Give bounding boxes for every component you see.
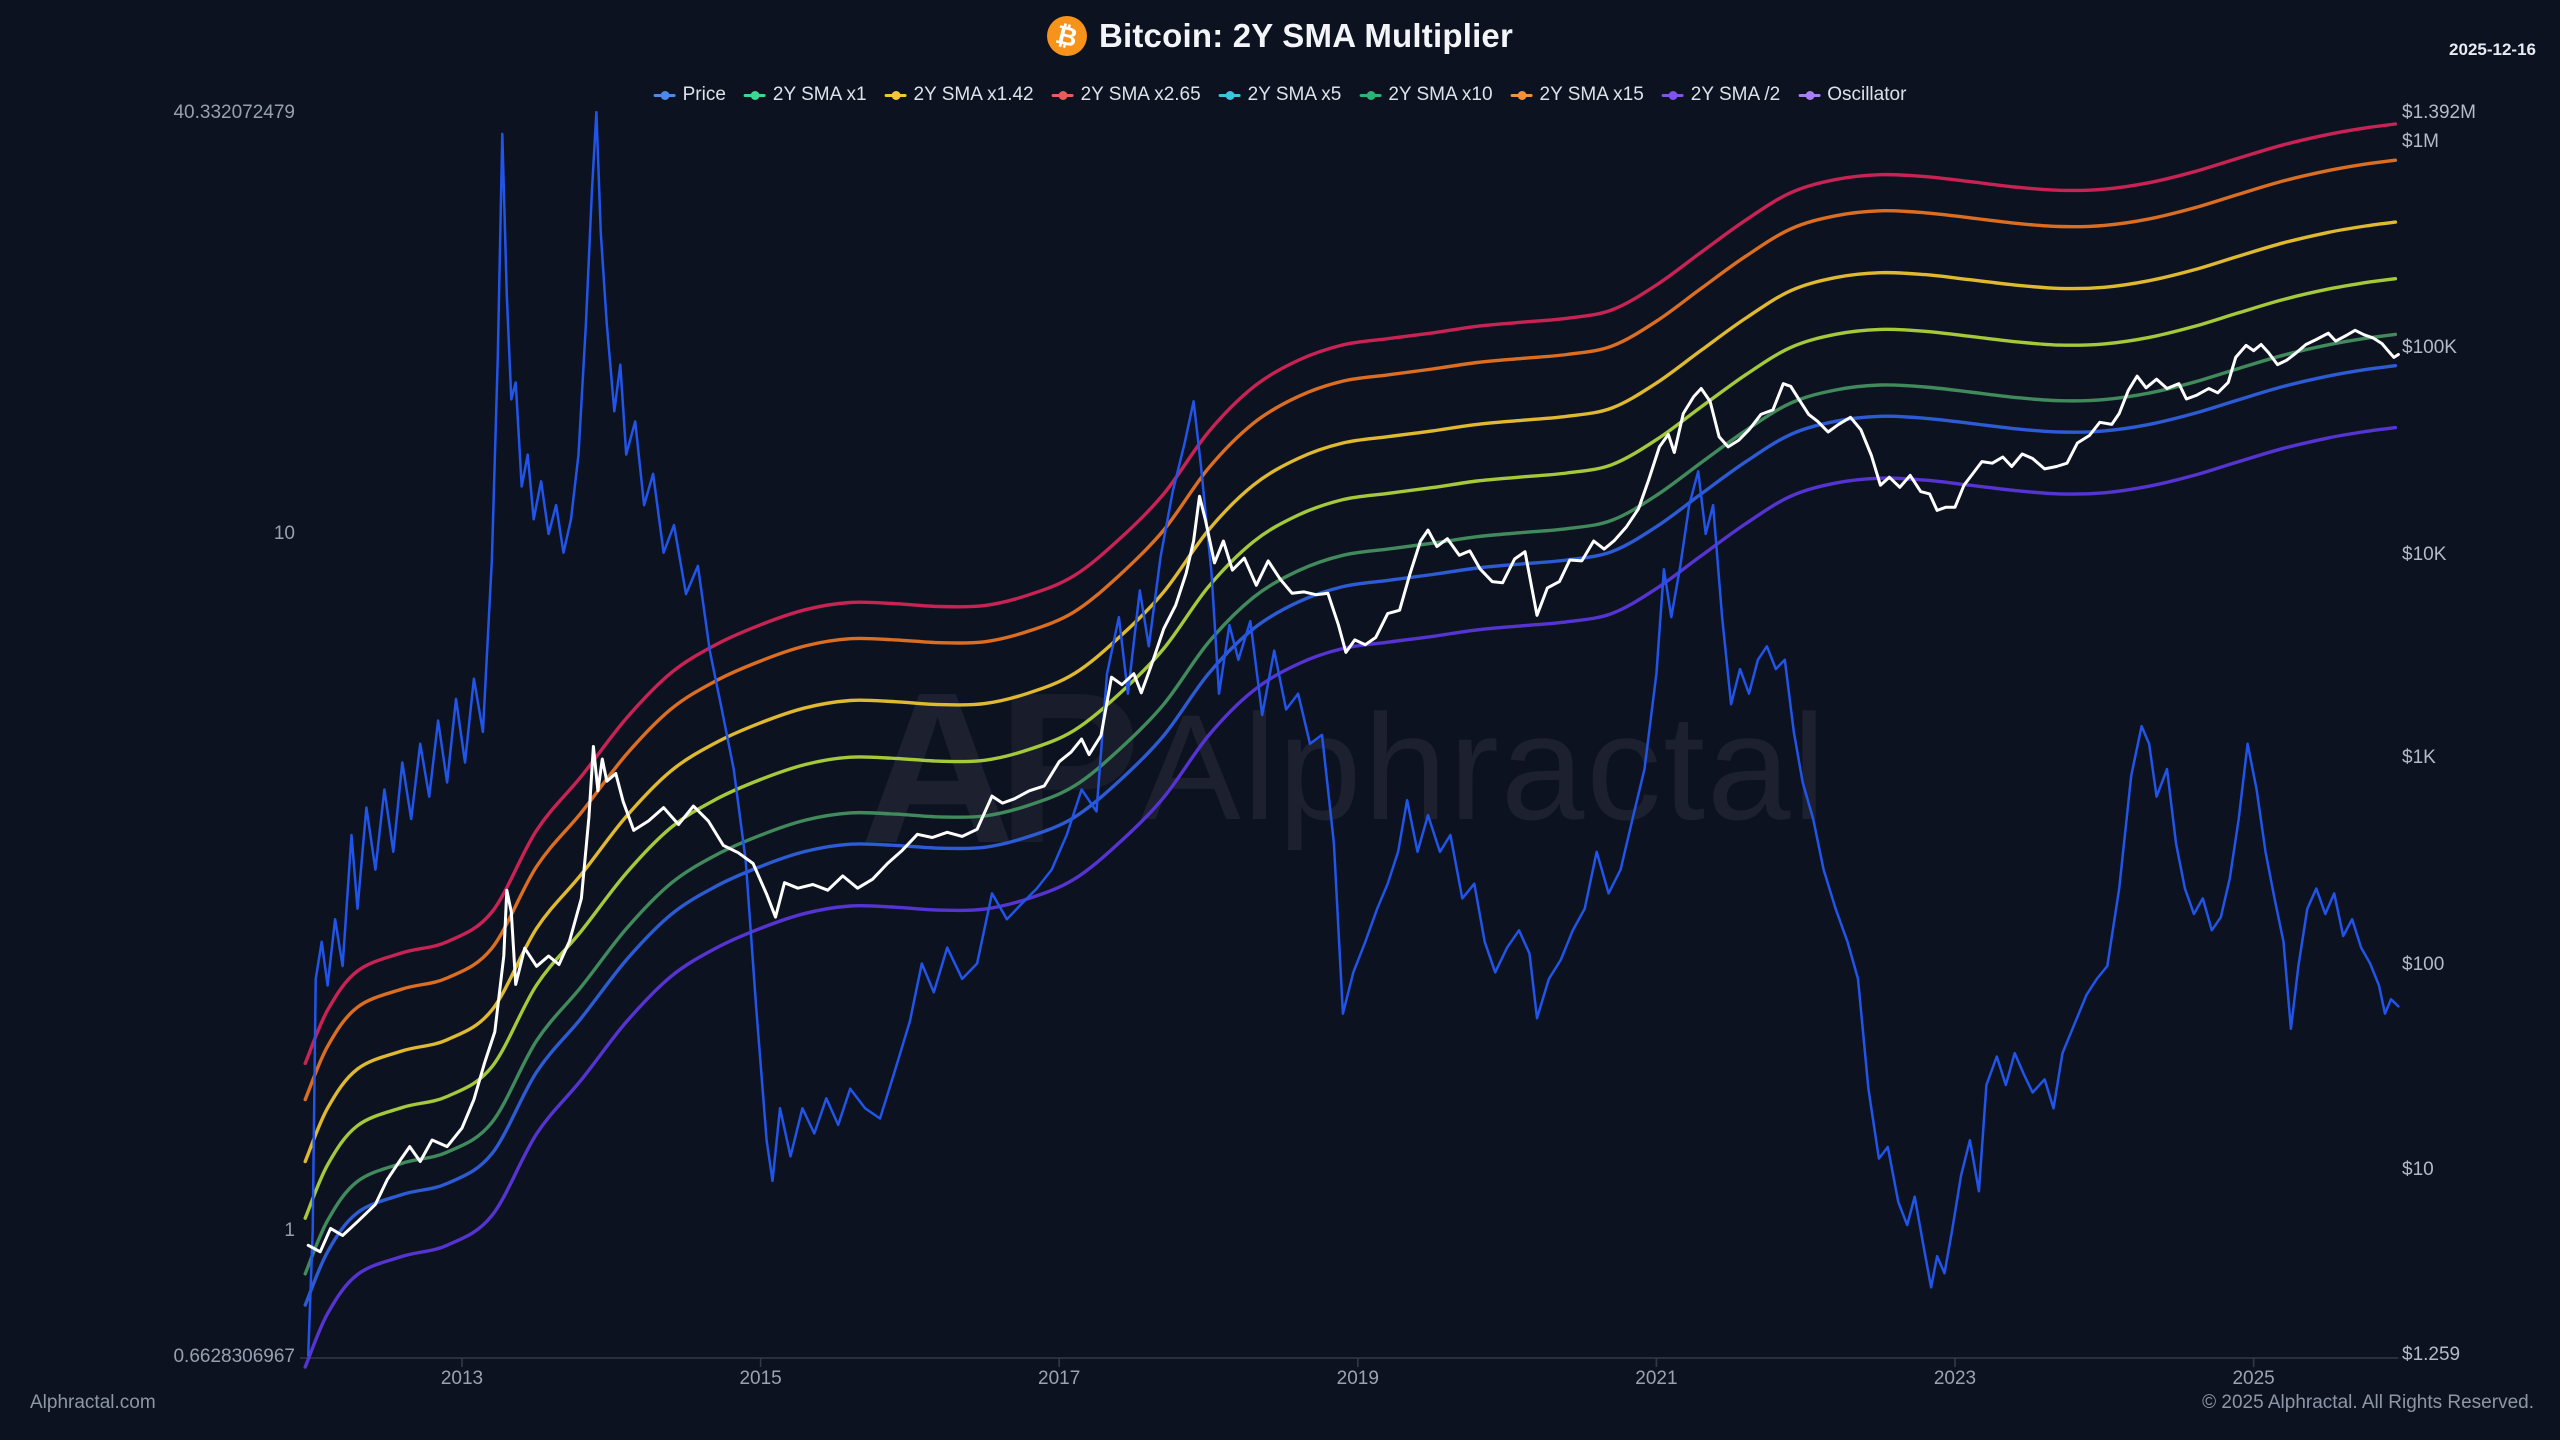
footer-site-link[interactable]: Alphractal.com — [30, 1392, 156, 1413]
series-2y-sma-x1 — [303, 364, 2398, 1307]
legend-marker-icon — [884, 90, 907, 100]
series-2y-sma-x15 — [303, 122, 2398, 1066]
series-2y-sma-2 — [303, 425, 2398, 1369]
left-axis-label: 1 — [284, 1220, 295, 1241]
right-axis-label: $10K — [2402, 544, 2447, 565]
legend-marker-icon — [1359, 90, 1382, 100]
legend: Price 2Y SMA x1 2Y SMA x1.42 2Y SMA x2.65 2Y… — [653, 84, 1906, 106]
legend-item-price[interactable]: Price — [653, 84, 726, 106]
left-axis-label: 10 — [273, 523, 295, 544]
legend-marker-icon — [1510, 90, 1533, 100]
x-axis-year-label: 2023 — [1933, 1368, 1977, 1389]
left-axis-label: 40.332072479 — [173, 102, 295, 123]
legend-marker-icon — [653, 90, 676, 100]
legend-label: 2Y SMA /2 — [1690, 84, 1781, 105]
series-2y-sma-x2-65 — [303, 277, 2398, 1220]
legend-label: 2Y SMA x2.65 — [1080, 84, 1201, 105]
series-2y-sma-x5 — [303, 220, 2398, 1164]
legend-label: 2Y SMA x10 — [1388, 84, 1493, 105]
legend-marker-icon — [1798, 90, 1821, 100]
series-2y-sma-x10 — [303, 158, 2398, 1102]
chart-date: 2025-12-16 — [2449, 40, 2536, 59]
legend-label: Price — [682, 84, 726, 105]
legend-label: 2Y SMA x15 — [1539, 84, 1644, 105]
series-oscillator — [306, 110, 2400, 1357]
legend-label: 2Y SMA x5 — [1247, 84, 1342, 105]
x-axis-year-label: 2025 — [2232, 1368, 2275, 1389]
x-axis-year-label: 2017 — [1038, 1368, 1081, 1389]
legend-item-2y-sma-x5[interactable]: 2Y SMA x5 — [1218, 84, 1342, 106]
right-axis-label: $100K — [2402, 337, 2457, 358]
legend-label: 2Y SMA x1.42 — [913, 84, 1034, 105]
x-axis-year-label: 2019 — [1336, 1368, 1379, 1389]
footer-copyright: © 2025 Alphractal. All Rights Reserved. — [2202, 1392, 2534, 1413]
right-axis-label: $1K — [2402, 747, 2436, 768]
legend-marker-icon — [1218, 90, 1241, 100]
right-axis-label: $100 — [2402, 954, 2445, 975]
legend-marker-icon — [1051, 90, 1074, 100]
legend-label: 2Y SMA x1 — [772, 84, 867, 105]
legend-item-oscillator[interactable]: Oscillator — [1798, 84, 1906, 106]
x-axis-year-label: 2015 — [739, 1368, 782, 1389]
right-axis-label: $1M — [2402, 131, 2439, 152]
legend-item-2y-sma-x10[interactable]: 2Y SMA x10 — [1359, 84, 1493, 106]
legend-marker-icon — [743, 90, 766, 100]
right-axis-label: $1.259 — [2402, 1344, 2461, 1365]
legend-marker-icon — [1661, 90, 1684, 100]
legend-item-2y-sma-x2-65[interactable]: 2Y SMA x2.65 — [1051, 84, 1201, 106]
chart-header: ₿ Bitcoin: 2Y SMA Multiplier — [0, 16, 2560, 56]
legend-item-2y-sma-x1[interactable]: 2Y SMA x1 — [743, 84, 867, 106]
legend-item-2y-sma-x15[interactable]: 2Y SMA x15 — [1510, 84, 1644, 106]
series-2y-sma-x1-42 — [303, 332, 2398, 1276]
page-title: Bitcoin: 2Y SMA Multiplier — [1098, 17, 1514, 54]
bitcoin-icon: ₿ — [1046, 16, 1087, 56]
right-axis-label: $10 — [2402, 1159, 2434, 1180]
right-axis-label: $1.392M — [2402, 102, 2476, 123]
legend-label: Oscillator — [1827, 84, 1907, 105]
x-axis-year-label: 2021 — [1635, 1368, 1678, 1389]
x-axis-year-label: 2013 — [440, 1368, 484, 1389]
legend-item-2y-sma-x1-42[interactable]: 2Y SMA x1.42 — [884, 84, 1034, 106]
series-price — [306, 328, 2400, 1254]
legend-item-2y-sma-2[interactable]: 2Y SMA /2 — [1661, 84, 1781, 106]
left-axis-label: 0.6628306967 — [173, 1346, 295, 1367]
